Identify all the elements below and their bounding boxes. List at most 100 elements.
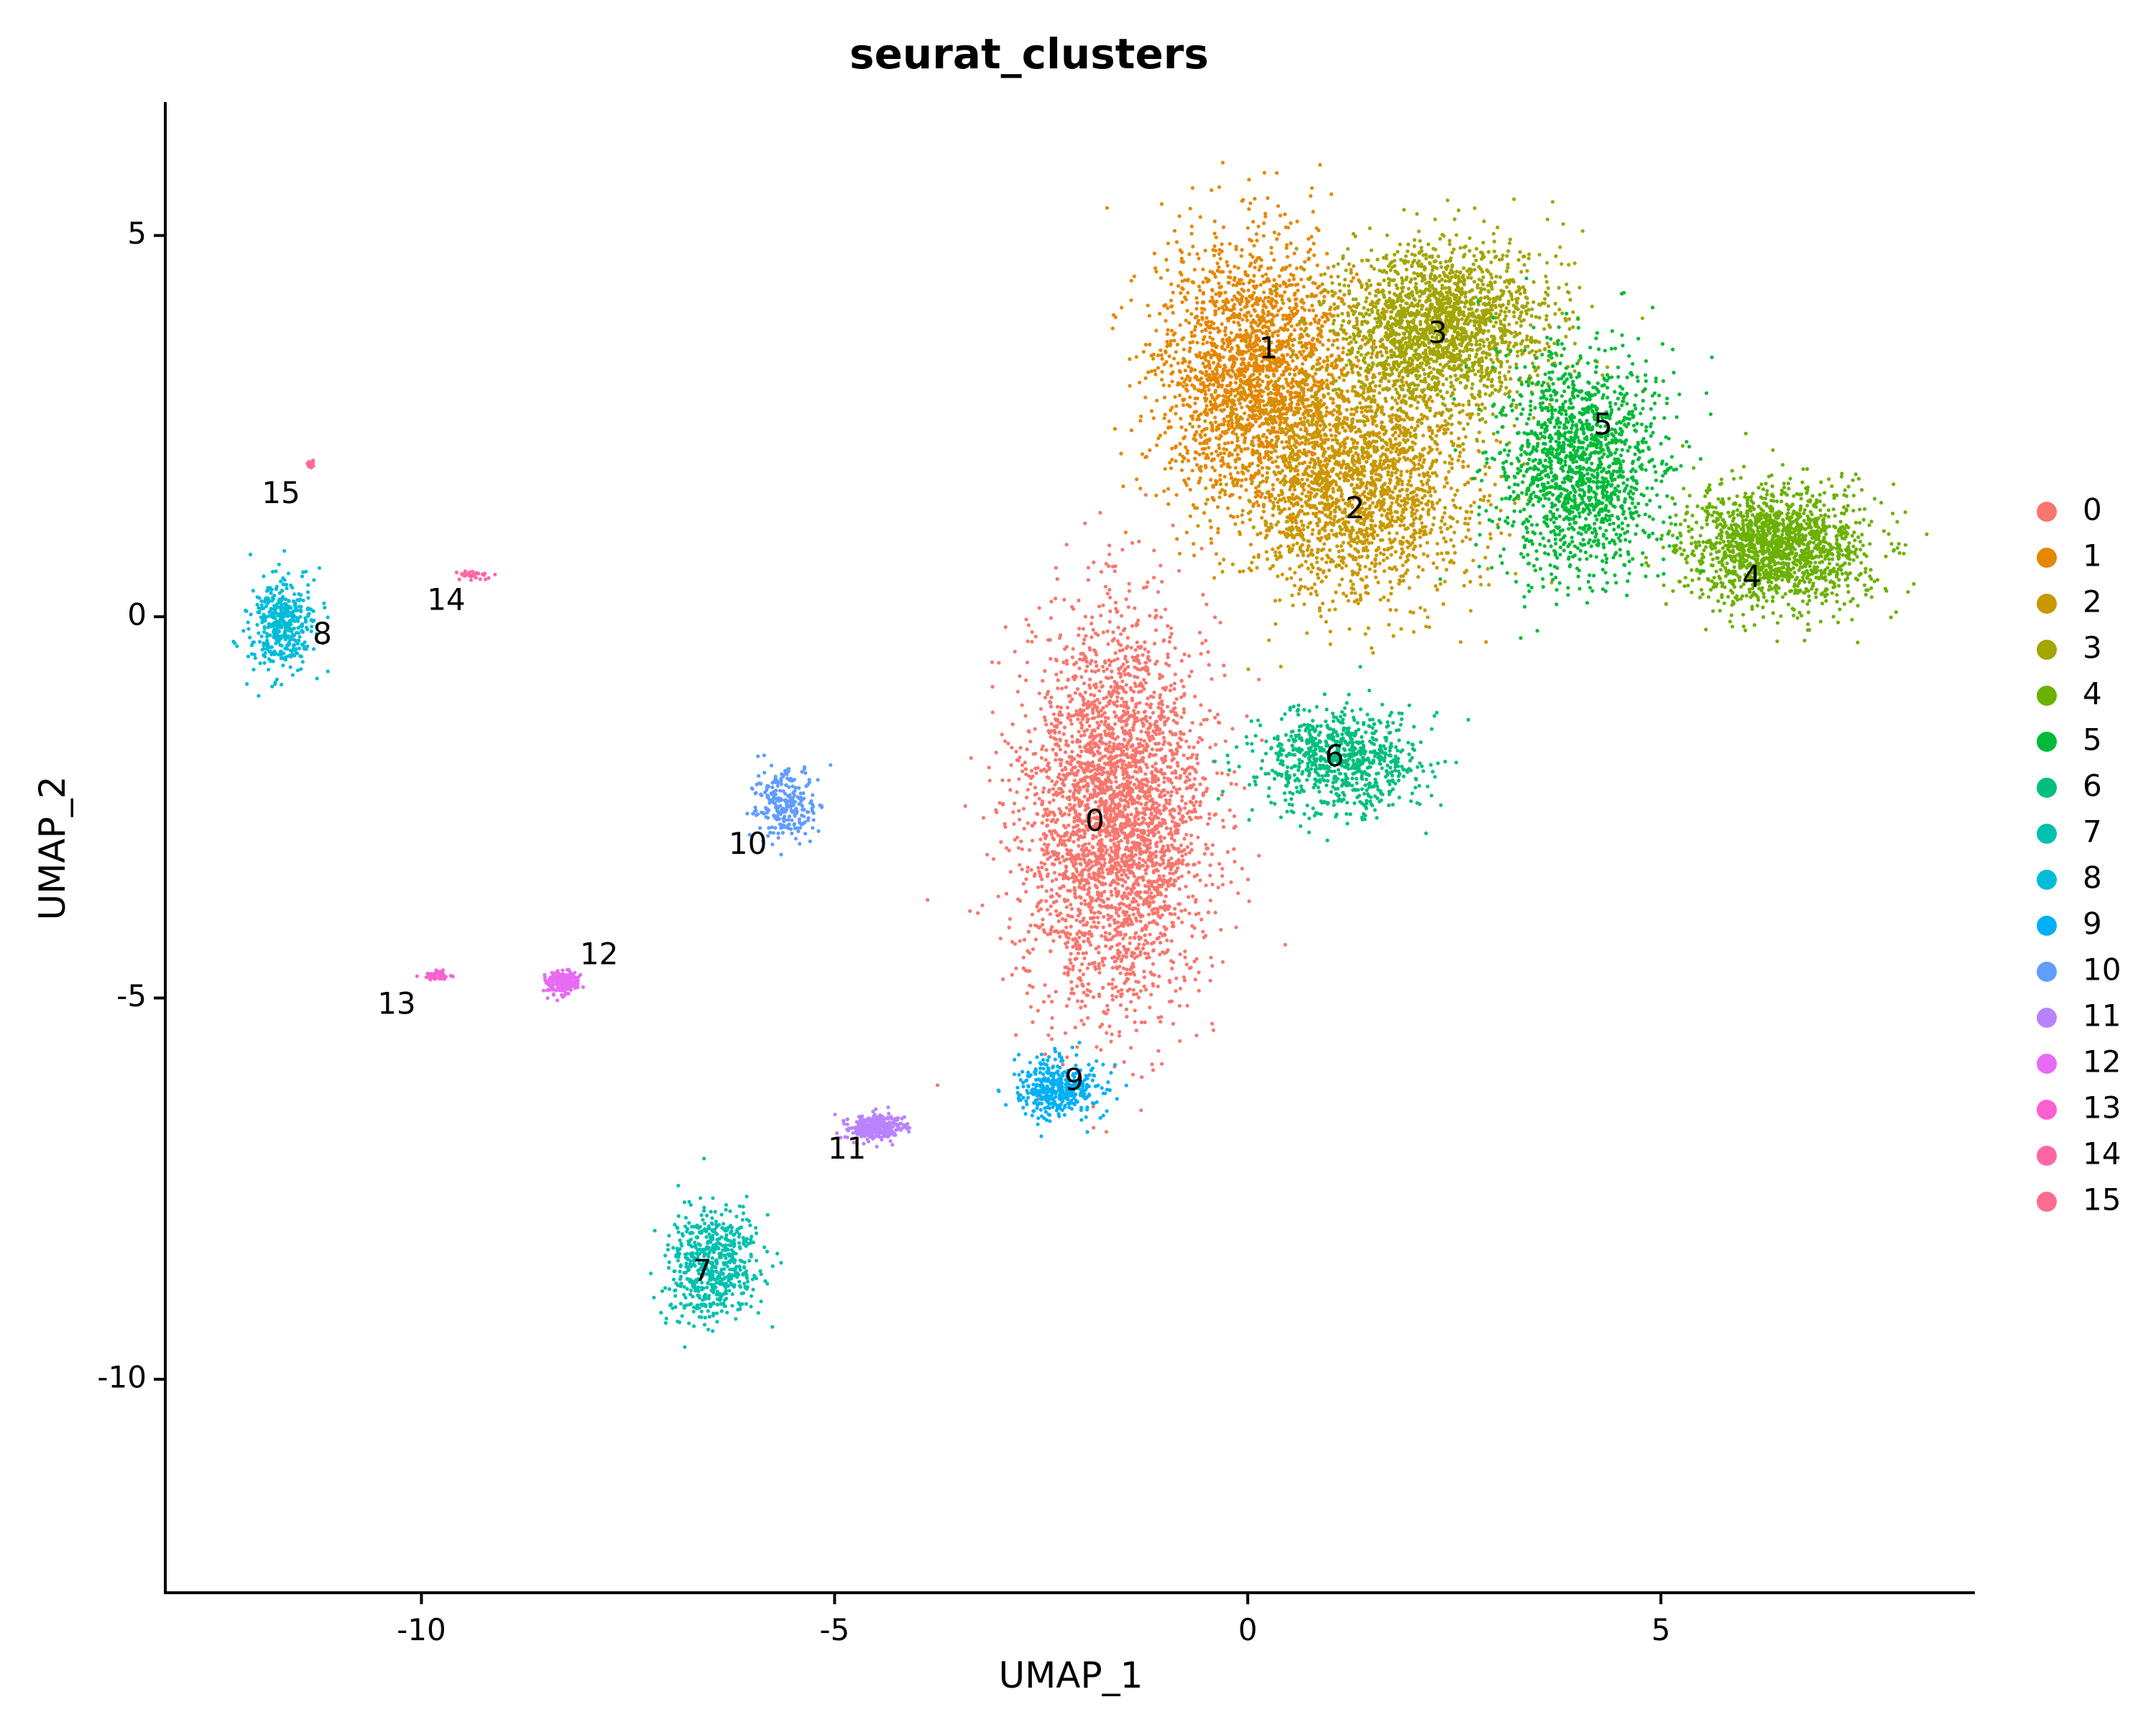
cell-point — [1178, 986, 1183, 990]
cell-point — [1294, 390, 1299, 395]
cell-point — [1107, 852, 1112, 857]
cell-point — [1258, 372, 1262, 376]
cell-point — [1169, 959, 1174, 963]
cell-point — [1115, 814, 1120, 819]
cell-point — [1141, 349, 1146, 354]
cell-point — [1216, 527, 1220, 531]
cell-point — [1083, 902, 1088, 906]
cell-point — [1187, 911, 1192, 916]
cell-point — [1208, 299, 1212, 303]
cell-point — [1130, 840, 1135, 845]
cell-point — [1061, 872, 1066, 876]
cell-point — [1210, 295, 1215, 300]
cell-point — [1153, 369, 1157, 373]
cell-point — [1156, 910, 1160, 914]
cell-point — [1143, 640, 1147, 645]
cell-point — [1105, 1031, 1109, 1035]
cell-point — [1218, 620, 1222, 625]
cell-point — [1181, 732, 1186, 736]
cell-point — [1196, 740, 1200, 745]
cell-point — [1117, 846, 1121, 850]
cell-point — [1082, 794, 1087, 799]
cell-point — [1138, 661, 1142, 666]
cell-point — [1125, 722, 1129, 727]
cell-point — [1198, 803, 1202, 808]
cell-point — [1154, 270, 1158, 274]
cell-point — [1113, 600, 1118, 605]
cluster-points-0 — [926, 492, 1287, 1134]
cell-point — [1300, 441, 1304, 445]
cell-point — [1108, 813, 1113, 817]
cell-point — [1223, 326, 1228, 330]
cell-point — [1335, 338, 1340, 342]
cell-point — [1203, 249, 1207, 253]
cell-point — [1132, 709, 1136, 713]
cell-point — [1136, 883, 1141, 887]
cell-point — [1062, 725, 1067, 730]
cell-point — [1024, 796, 1029, 800]
cell-point — [1262, 170, 1266, 175]
cell-point — [1208, 873, 1212, 878]
cell-point — [1156, 869, 1160, 873]
cell-point — [1135, 992, 1139, 996]
cell-point — [1261, 510, 1266, 514]
cell-point — [1164, 887, 1169, 891]
cell-point — [1194, 431, 1199, 435]
cell-point — [1077, 885, 1082, 889]
cell-point — [1252, 244, 1256, 248]
cell-point — [1120, 873, 1124, 878]
cell-point — [1057, 894, 1061, 898]
cell-point — [1164, 798, 1168, 802]
cell-point — [1138, 989, 1143, 993]
cell-point — [1021, 806, 1026, 811]
cell-point — [1008, 788, 1013, 792]
cell-point — [1109, 1039, 1113, 1044]
cell-point — [1156, 824, 1161, 829]
cell-point — [1063, 811, 1067, 816]
cell-point — [1179, 695, 1184, 699]
cell-point — [1146, 580, 1150, 584]
cell-point — [1062, 597, 1067, 602]
cell-point — [1192, 410, 1197, 414]
cell-point — [1123, 654, 1128, 659]
cell-point — [1289, 221, 1293, 225]
cell-point — [1120, 830, 1124, 834]
cell-point — [1349, 279, 1354, 283]
cell-point — [1151, 764, 1155, 768]
cell-point — [1097, 689, 1102, 693]
cell-point — [1322, 311, 1326, 316]
cell-point — [1054, 566, 1058, 570]
cell-point — [1110, 326, 1115, 331]
cell-point — [1149, 812, 1153, 816]
cell-point — [1214, 235, 1218, 239]
cell-point — [1141, 858, 1145, 862]
cell-point — [1138, 681, 1143, 686]
cell-point — [1015, 689, 1020, 694]
cell-point — [1193, 900, 1198, 904]
cell-point — [1115, 759, 1120, 763]
cell-point — [1265, 277, 1269, 282]
cell-point — [1222, 673, 1227, 678]
cell-point — [1204, 404, 1209, 408]
cell-point — [1108, 796, 1112, 801]
cell-point — [1150, 780, 1154, 784]
cell-point — [1061, 782, 1066, 786]
cell-point — [1151, 911, 1155, 916]
cell-point — [1095, 708, 1100, 712]
cell-point — [1313, 372, 1317, 376]
cell-point — [1232, 320, 1236, 324]
cell-point — [1061, 855, 1065, 859]
cell-point — [1146, 845, 1150, 850]
cell-point — [1196, 835, 1200, 840]
cell-point — [1325, 363, 1330, 367]
cell-point — [1105, 778, 1110, 782]
cell-point — [1086, 1016, 1090, 1020]
cell-point — [1251, 377, 1256, 382]
cell-point — [1090, 906, 1095, 910]
cell-point — [1135, 477, 1139, 482]
cell-point — [1211, 843, 1215, 847]
cell-point — [1133, 1008, 1137, 1013]
cell-point — [1213, 715, 1217, 720]
cell-point — [1150, 860, 1155, 865]
cell-point — [1158, 676, 1162, 681]
